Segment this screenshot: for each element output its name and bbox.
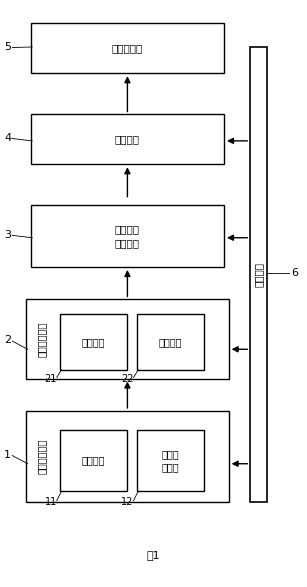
Text: 12: 12 xyxy=(121,497,134,507)
Text: 2: 2 xyxy=(4,335,11,346)
Text: 21: 21 xyxy=(45,373,57,384)
Bar xyxy=(26,299,229,379)
Text: 4: 4 xyxy=(4,133,11,143)
Text: 射频模块
分频模块: 射频模块 分频模块 xyxy=(115,225,140,248)
Text: 1: 1 xyxy=(4,450,11,460)
Text: 输出主接口: 输出主接口 xyxy=(112,43,143,53)
Text: 5: 5 xyxy=(4,42,11,52)
Bar xyxy=(137,314,204,370)
Text: 6: 6 xyxy=(291,268,298,278)
Text: 高通模块: 高通模块 xyxy=(82,337,105,347)
Text: 低通模块: 低通模块 xyxy=(159,337,182,347)
Text: 3: 3 xyxy=(4,230,11,240)
Text: 放大模块: 放大模块 xyxy=(115,134,140,144)
Bar xyxy=(60,430,127,491)
Text: 11: 11 xyxy=(45,497,57,507)
Text: 输入端口: 输入端口 xyxy=(82,456,105,465)
Bar xyxy=(31,23,224,73)
Text: 电源电路: 电源电路 xyxy=(254,262,264,287)
Bar xyxy=(137,430,204,491)
Bar xyxy=(31,114,224,164)
Text: 22: 22 xyxy=(121,373,134,384)
Text: 电子分频模块: 电子分频模块 xyxy=(37,321,46,357)
Text: 输入控制模块: 输入控制模块 xyxy=(37,438,46,474)
Bar xyxy=(60,314,127,370)
Bar xyxy=(31,205,224,267)
Text: 输入控
制模块: 输入控 制模块 xyxy=(161,449,179,472)
Bar xyxy=(26,411,229,502)
Text: 图1: 图1 xyxy=(147,549,160,560)
Bar xyxy=(250,47,267,502)
